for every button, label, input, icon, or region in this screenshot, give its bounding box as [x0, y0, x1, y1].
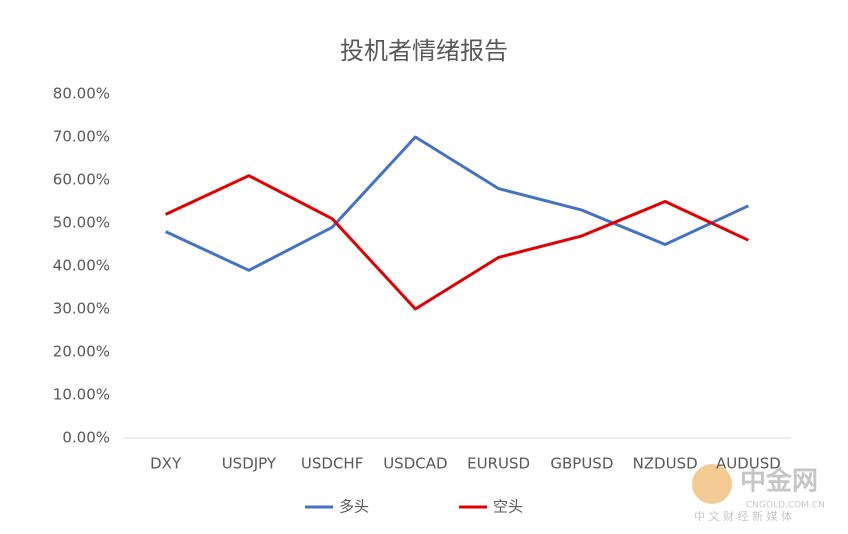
x-tick-label: AUDUSD: [716, 455, 781, 473]
y-tick-label: 30.00%: [53, 300, 110, 318]
x-tick-label: USDCHF: [301, 455, 363, 473]
y-tick-label: 20.00%: [53, 343, 110, 361]
legend-label: 空头: [493, 498, 523, 516]
y-tick-label: 50.00%: [53, 214, 110, 232]
watermark-logo: [692, 464, 732, 504]
series-line: [164, 135, 750, 272]
x-tick-label: USDJPY: [222, 455, 277, 473]
chart-title: 投机者情绪报告: [340, 37, 508, 65]
y-tick-label: 0.00%: [62, 429, 110, 447]
y-tick-label: 40.00%: [53, 257, 110, 275]
y-tick-label: 60.00%: [53, 171, 110, 189]
watermark-site: CNGOLD.COM.CN: [746, 501, 825, 511]
x-tick-label: GBPUSD: [550, 455, 613, 473]
y-tick-label: 70.00%: [53, 128, 110, 146]
x-tick-label: NZDUSD: [633, 455, 698, 473]
watermark: 中金网 CNGOLD.COM.CN 中 文 财 经 新 媒 体: [692, 464, 825, 523]
x-tick-label: USDCAD: [383, 455, 447, 473]
series-line: [164, 174, 750, 311]
y-tick-label: 80.00%: [53, 85, 110, 103]
watermark-name: 中金网: [740, 466, 818, 497]
x-tick-label: DXY: [150, 455, 182, 473]
x-tick-label: EURUSD: [467, 455, 530, 473]
watermark-tagline: 中 文 财 经 新 媒 体: [694, 509, 792, 523]
legend-label: 多头: [339, 498, 369, 516]
y-tick-label: 10.00%: [53, 386, 110, 404]
